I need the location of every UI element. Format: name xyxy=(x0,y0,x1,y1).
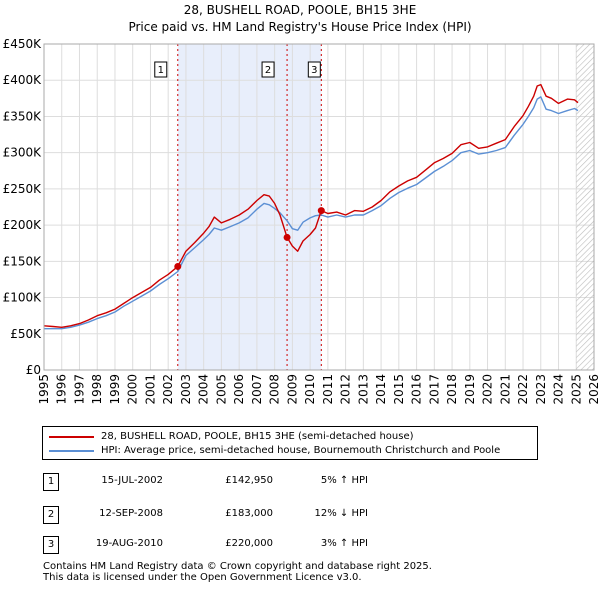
transaction-hpi-diff: 3% ↑ HPI xyxy=(320,538,368,549)
x-tick-label: 2018 xyxy=(445,374,459,405)
property-series-line xyxy=(43,83,579,328)
footer: Contains HM Land Registry data © Crown c… xyxy=(43,561,432,583)
forecast-hatch xyxy=(576,44,594,370)
transaction-number: 2 xyxy=(43,506,59,524)
x-tick-label: 2026 xyxy=(587,374,600,405)
chart-title-line2: Price paid vs. HM Land Registry's House … xyxy=(128,20,472,34)
x-tick-label: 2022 xyxy=(516,374,530,405)
y-tick-label: £50K xyxy=(10,327,42,341)
x-tick-label: 2005 xyxy=(214,374,228,405)
transaction-hpi-diff: 5% ↑ HPI xyxy=(320,475,368,486)
y-tick-label: £450K xyxy=(3,37,43,51)
sale-marker-label: 3 xyxy=(311,65,317,76)
y-tick-label: £300K xyxy=(3,146,43,160)
x-tick-label: 1995 xyxy=(37,374,51,405)
transaction-date: 15-JUL-2002 xyxy=(101,475,163,486)
transaction-price: £142,950 xyxy=(225,475,273,486)
transaction-row: 2 12-SEP-2008 £183,000 12% ↓ HPI xyxy=(43,506,463,524)
x-tick-label: 2014 xyxy=(374,374,388,405)
sale-marker-label: 2 xyxy=(265,65,271,76)
sale-point xyxy=(317,207,325,215)
y-tick-label: £350K xyxy=(3,109,43,123)
sale-marker-label: 1 xyxy=(158,65,164,76)
x-tick-label: 2010 xyxy=(303,374,317,405)
footer-copyright: Contains HM Land Registry data © Crown c… xyxy=(43,561,432,572)
x-tick-label: 1997 xyxy=(72,374,86,405)
sale-point xyxy=(283,233,291,241)
plot-border xyxy=(43,43,595,371)
x-tick-label: 2009 xyxy=(285,374,299,405)
transaction-price: £220,000 xyxy=(225,538,273,549)
x-tick-label: 2012 xyxy=(339,374,353,405)
y-tick-label: £100K xyxy=(3,291,43,305)
transaction-row: 1 15-JUL-2002 £142,950 5% ↑ HPI xyxy=(43,473,463,491)
y-tick-label: £200K xyxy=(3,218,43,232)
x-tick-label: 2025 xyxy=(569,374,583,405)
price-chart: 1 2 3 £0 £50K £100K £150K £200K £250K £300K £350K… xyxy=(3,37,600,405)
x-tick-label: 2001 xyxy=(143,374,157,405)
sale-marker-box xyxy=(307,61,321,78)
x-tick-label: 2008 xyxy=(268,374,282,405)
sale-marker-box xyxy=(261,61,275,78)
x-tick-label: 2000 xyxy=(126,374,140,405)
transaction-price: £183,000 xyxy=(225,508,273,519)
y-tick-label: £0 xyxy=(26,363,41,377)
legend: 28, BUSHELL ROAD, POOLE, BH15 3HE (semi-… xyxy=(42,426,538,460)
legend-label-property: 28, BUSHELL ROAD, POOLE, BH15 3HE (semi-… xyxy=(101,431,414,442)
x-tick-label: 2013 xyxy=(356,374,370,405)
x-tick-label: 2015 xyxy=(392,374,406,405)
transaction-number: 3 xyxy=(43,536,59,554)
x-tick-label: 2003 xyxy=(179,374,193,405)
transaction-row: 3 19-AUG-2010 £220,000 3% ↑ HPI xyxy=(43,536,463,554)
x-tick-label: 1996 xyxy=(55,374,69,405)
chart-title: 28, BUSHELL ROAD, POOLE, BH15 3HE Price … xyxy=(0,0,600,36)
transaction-number: 1 xyxy=(43,473,59,491)
y-tick-label: £400K xyxy=(3,73,43,87)
x-tick-label: 2023 xyxy=(534,374,548,405)
x-tick-label: 2024 xyxy=(552,374,566,405)
legend-label-hpi: HPI: Average price, semi-detached house,… xyxy=(101,445,501,456)
x-tick-label: 2019 xyxy=(463,374,477,405)
x-tick-label: 2006 xyxy=(232,374,246,405)
transaction-hpi-diff: 12% ↓ HPI xyxy=(314,508,368,519)
y-tick-label: £150K xyxy=(3,254,43,268)
x-tick-label: 2020 xyxy=(481,374,495,405)
sale-marker-box xyxy=(154,61,168,78)
legend-swatch-property xyxy=(49,436,94,438)
transaction-date: 19-AUG-2010 xyxy=(95,538,163,549)
x-tick-label: 2021 xyxy=(498,374,512,405)
legend-swatch-hpi xyxy=(49,450,94,452)
x-tick-label: 2007 xyxy=(250,374,264,405)
x-tick-label: 2017 xyxy=(427,374,441,405)
x-tick-label: 2016 xyxy=(410,374,424,405)
transaction-date: 12-SEP-2008 xyxy=(99,508,163,519)
x-tick-label: 2002 xyxy=(161,374,175,405)
chart-title-line1: 28, BUSHELL ROAD, POOLE, BH15 3HE xyxy=(183,3,417,17)
x-tick-label: 1999 xyxy=(108,374,122,405)
y-tick-label: £250K xyxy=(3,182,43,196)
sale-point xyxy=(174,262,182,270)
x-tick-label: 1998 xyxy=(90,374,104,405)
x-tick-label: 2004 xyxy=(197,374,211,405)
hpi-series-line xyxy=(44,96,579,330)
footer-licence: This data is licensed under the Open Gov… xyxy=(43,572,362,583)
x-tick-label: 2011 xyxy=(321,374,335,405)
